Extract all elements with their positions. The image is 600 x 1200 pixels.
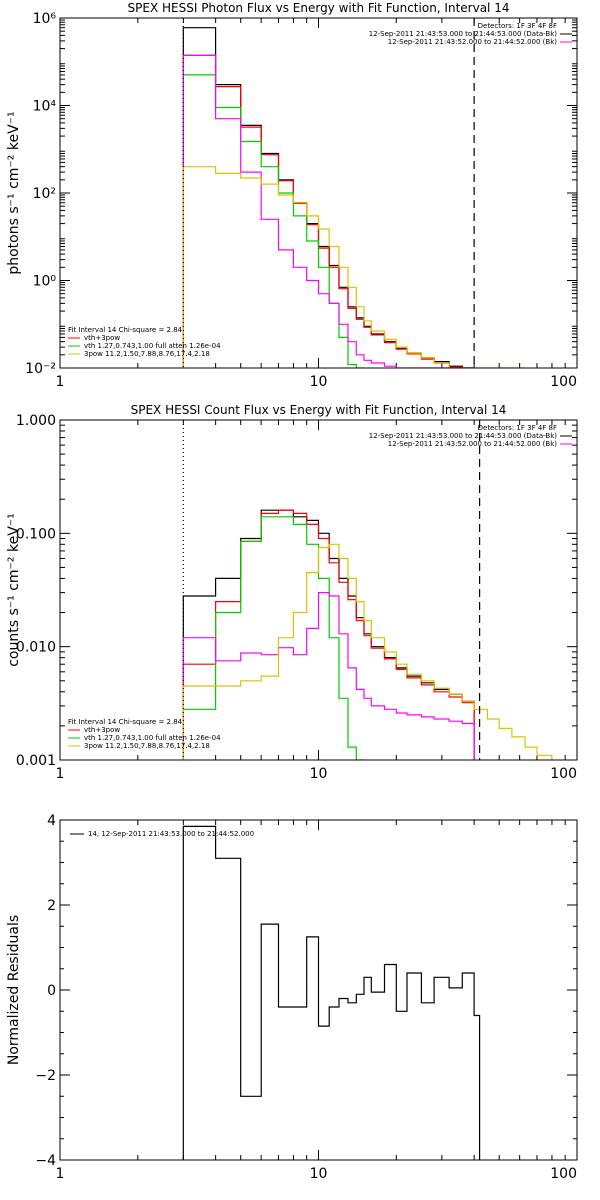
- legend-component-label: vth 1.27,0.743,1.00 full atten 1.26e-04: [84, 734, 221, 742]
- legend-detectors: Detectors: 1F 3F 4F 8F: [478, 22, 557, 30]
- y-tick-label: 1.000: [16, 413, 56, 429]
- series-line-1: [182, 825, 481, 1160]
- series-line-4: [182, 592, 475, 760]
- series-line-2: [182, 54, 475, 368]
- y-axis-label: counts s⁻¹ cm⁻² keV⁻¹: [6, 513, 22, 667]
- y-tick-label: −2: [35, 1068, 56, 1084]
- legend-detectors: Detectors: 1F 3F 4F 8F: [478, 424, 557, 432]
- x-tick-label: 1: [56, 374, 65, 390]
- y-tick-label: 0.010: [16, 640, 56, 656]
- series-line-3: [182, 74, 364, 368]
- x-tick-label: 1: [56, 766, 65, 782]
- y-tick-label: 10⁴: [33, 99, 57, 115]
- chart-panel-3: Normalized Residuals 1 10 100 −4 −2 0 2 4 14, 12-…: [6, 813, 578, 1182]
- legend-bk-interval: 12-Sep-2011 21:43:52.000 to 21:44:52.000…: [388, 440, 558, 448]
- x-tick-label: 10: [310, 1166, 328, 1182]
- y-tick-label: 10⁻²: [25, 361, 56, 377]
- plot-frame: [59, 819, 578, 1161]
- y-axis-label: Normalized Residuals: [6, 915, 22, 1065]
- legend-fit-interval: Fit Interval 14 Chi-square = 2.84: [68, 326, 183, 334]
- chart-panel-1: SPEX HESSI Photon Flux vs Energy with Fi…: [6, 1, 578, 390]
- y-tick-label: 4: [47, 813, 56, 829]
- y-axis-label: photons s⁻¹ cm⁻² keV⁻¹: [6, 111, 22, 274]
- legend-data-interval: 12-Sep-2011 21:43:53.000 to 21:44:53.000…: [369, 30, 558, 38]
- series-line-5: [182, 543, 553, 760]
- series-line-1: [182, 27, 475, 368]
- legend-data-interval: 12-Sep-2011 21:43:53.000 to 21:44:53.000…: [369, 432, 558, 440]
- legend-fit-interval: Fit Interval 14 Chi-square = 2.84: [68, 718, 183, 726]
- y-tick-label: 10²: [33, 186, 56, 202]
- x-tick-label: 10: [310, 766, 328, 782]
- plot-frame: [59, 419, 578, 761]
- legend-bk-interval: 12-Sep-2011 21:43:52.000 to 21:44:52.000…: [388, 38, 558, 46]
- chart-title: SPEX HESSI Photon Flux vs Energy with Fi…: [128, 1, 510, 15]
- series-line-2: [182, 509, 475, 760]
- y-tick-label: −4: [35, 1153, 56, 1169]
- legend-component-label: vth 1.27,0.743,1.00 full atten 1.26e-04: [84, 342, 221, 350]
- series-line-4: [182, 54, 475, 368]
- y-tick-label: 10⁶: [33, 11, 57, 27]
- y-tick-label: 10⁰: [33, 274, 57, 290]
- x-tick-label: 100: [550, 766, 577, 782]
- legend-component-label: 3pow 11.2,1.50,7.88,8.76,17.4,2.18: [84, 350, 210, 358]
- x-tick-label: 100: [550, 374, 577, 390]
- y-tick-label: 0.100: [16, 526, 56, 542]
- plot-frame: [59, 17, 578, 369]
- x-tick-label: 100: [550, 1166, 577, 1182]
- legend-component-label: 3pow 11.2,1.50,7.88,8.76,17.4,2.18: [84, 742, 210, 750]
- series-line-3: [182, 516, 364, 760]
- chart-panel-2: SPEX HESSI Count Flux vs Energy with Fit…: [6, 403, 578, 782]
- y-tick-label: 2: [47, 898, 56, 914]
- legend-component-label: vth+3pow: [84, 726, 120, 734]
- legend-residuals-interval: 14, 12-Sep-2011 21:43:53.000 to 21:44:52…: [88, 830, 254, 838]
- legend-component-label: vth+3pow: [84, 334, 120, 342]
- x-tick-label: 10: [310, 374, 328, 390]
- x-tick-label: 1: [56, 1166, 65, 1182]
- y-tick-label: 0.001: [16, 753, 56, 769]
- chart-title: SPEX HESSI Count Flux vs Energy with Fit…: [131, 403, 507, 417]
- series-line-5: [182, 166, 526, 368]
- y-tick-label: 0: [47, 983, 56, 999]
